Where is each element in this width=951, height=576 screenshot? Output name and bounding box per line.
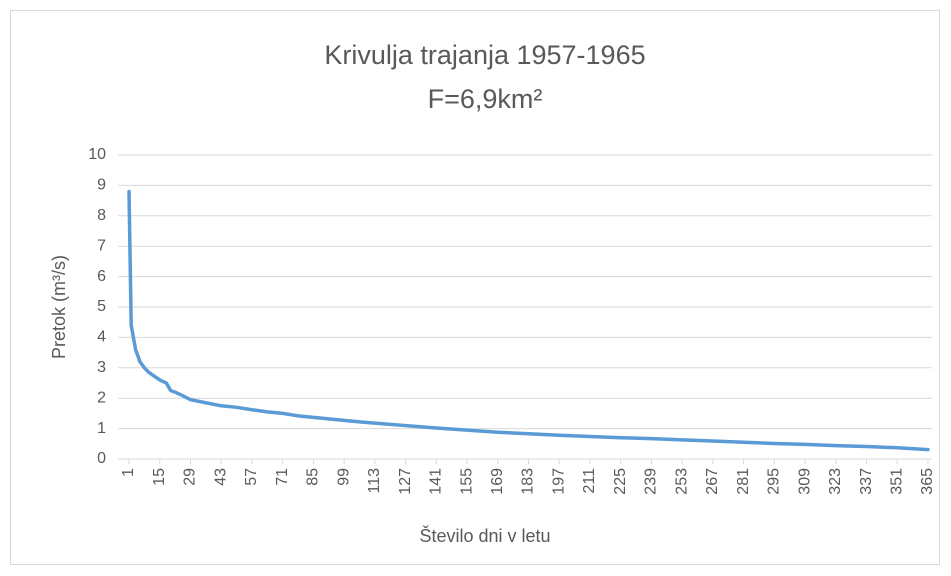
y-tick-label: 10 (88, 146, 106, 163)
x-tick-label: 141 (428, 468, 445, 495)
chart-border (10, 10, 940, 565)
x-tick-label: 1 (120, 468, 137, 477)
x-tick-label: 239 (643, 468, 660, 495)
x-tick-label: 71 (274, 468, 291, 486)
x-tick-label: 225 (612, 468, 629, 495)
y-tick-label: 3 (97, 359, 106, 376)
x-tick-label: 365 (919, 468, 936, 495)
x-tick-label: 267 (704, 468, 721, 495)
y-tick-label: 1 (97, 420, 106, 437)
x-tick-label: 309 (796, 468, 813, 495)
x-tick-label: 197 (550, 468, 567, 495)
x-tick-label: 15 (151, 468, 168, 486)
x-tick-label: 99 (335, 468, 352, 486)
y-tick-label: 9 (97, 177, 106, 194)
y-tick-label: 6 (97, 268, 106, 285)
y-tick-label: 0 (97, 450, 106, 467)
x-tick-label: 85 (305, 468, 322, 486)
x-tick-label: 323 (827, 468, 844, 495)
x-tick-label: 211 (581, 468, 598, 494)
y-tick-label: 7 (97, 237, 106, 254)
y-tick-label: 8 (97, 207, 106, 224)
x-tick-label: 281 (735, 468, 752, 495)
x-axis-label: Število dni v letu (419, 525, 550, 546)
x-tick-label: 127 (397, 468, 414, 495)
y-axis-label: Pretok (m³/s) (49, 255, 69, 359)
x-tick-label: 169 (489, 468, 506, 495)
chart-subtitle: F=6,9km² (428, 84, 543, 114)
chart-title: Krivulja trajanja 1957-1965 (324, 40, 645, 70)
x-tick-label: 43 (212, 468, 229, 486)
x-tick-label: 29 (182, 468, 199, 486)
data-line (127, 189, 930, 452)
x-tick-label: 113 (366, 468, 383, 494)
y-tick-label: 2 (97, 389, 106, 406)
y-tick-label: 5 (97, 298, 106, 315)
x-tick-label: 183 (520, 468, 537, 495)
x-tick-label: 295 (766, 468, 783, 495)
x-tick-label: 253 (673, 468, 690, 495)
x-tick-label: 351 (888, 468, 905, 495)
x-tick-label: 155 (458, 468, 475, 495)
y-tick-label: 4 (97, 329, 106, 346)
x-tick-label: 337 (858, 468, 875, 495)
x-tick-label: 57 (243, 468, 260, 486)
